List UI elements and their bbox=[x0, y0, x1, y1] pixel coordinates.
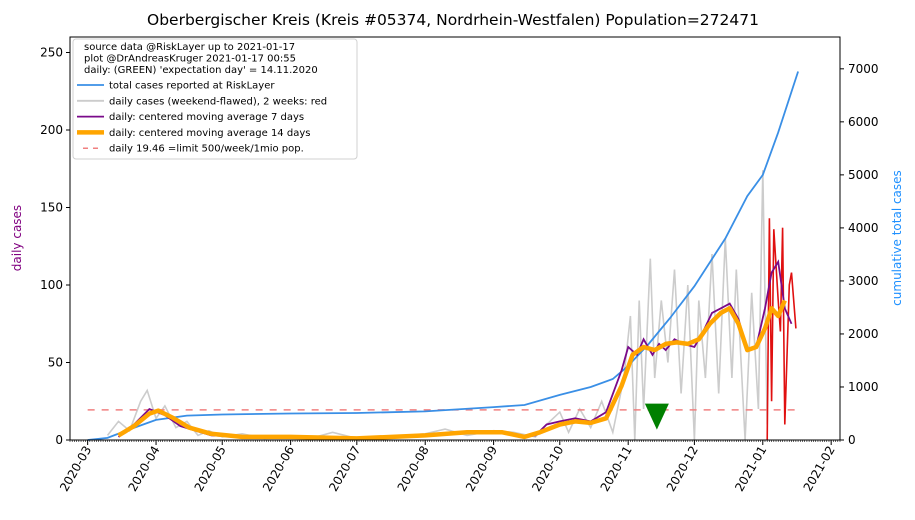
legend-label: daily: centered moving average 7 days bbox=[109, 112, 304, 123]
x-tick-label: 2021-02 bbox=[801, 444, 838, 494]
expectation-day-marker bbox=[644, 403, 669, 430]
y-tick-label-left: 0 bbox=[55, 433, 63, 447]
x-tick-label: 2020-11 bbox=[598, 444, 635, 494]
x-tick-label: 2020-08 bbox=[395, 444, 432, 494]
plot-frame bbox=[69, 36, 841, 441]
y-tick-label-right: 7000 bbox=[848, 62, 879, 76]
x-tick-label: 2020-05 bbox=[192, 444, 229, 494]
legend: source data @RiskLayer up to 2021-01-17p… bbox=[72, 38, 358, 160]
y-tick-label-left: 150 bbox=[40, 201, 63, 215]
series-daily-recent bbox=[766, 218, 797, 441]
y-tick-label-left: 200 bbox=[40, 123, 63, 137]
series-total-cases bbox=[87, 71, 799, 441]
x-tick-label: 2020-12 bbox=[664, 444, 701, 494]
legend-label: daily: centered moving average 14 days bbox=[109, 128, 310, 139]
legend-header-line: plot @DrAndreasKruger 2021-01-17 00:55 bbox=[84, 54, 296, 65]
x-tick-label: 2020-03 bbox=[57, 444, 94, 494]
legend-label: daily cases (weekend-flawed), 2 weeks: r… bbox=[109, 96, 327, 107]
x-tick-label: 2021-01 bbox=[732, 444, 769, 494]
legend-header-line: source data @RiskLayer up to 2021-01-17 bbox=[84, 42, 295, 53]
y-tick-label-right: 0 bbox=[848, 433, 856, 447]
x-tick-label: 2020-07 bbox=[326, 444, 363, 494]
y-tick-label-left: 250 bbox=[40, 46, 63, 60]
legend-box bbox=[72, 38, 358, 160]
legend-header-line: daily: (GREEN) 'expectation day' = 14.11… bbox=[84, 65, 318, 76]
legend-label: daily 19.46 =limit 500/week/1mio pop. bbox=[109, 144, 304, 155]
x-tick-label: 2020-09 bbox=[463, 444, 500, 494]
series-ma14 bbox=[117, 299, 787, 441]
y-tick-label-left: 100 bbox=[40, 278, 63, 292]
x-tick-label: 2020-04 bbox=[125, 444, 162, 494]
y-tick-label-right: 1000 bbox=[848, 380, 879, 394]
y-tick-label-right: 2000 bbox=[848, 327, 879, 341]
y-tick-label-right: 4000 bbox=[848, 221, 879, 235]
y-tick-label-right: 5000 bbox=[848, 168, 879, 182]
x-tick-label: 2020-06 bbox=[260, 444, 297, 494]
x-tick-label: 2020-10 bbox=[529, 444, 566, 494]
chart-title: Oberbergischer Kreis (Kreis #05374, Nord… bbox=[147, 11, 759, 29]
series-daily-cases bbox=[106, 170, 768, 441]
y-axis-label-right: cumulative total cases bbox=[890, 170, 904, 306]
y-tick-label-left: 50 bbox=[48, 356, 63, 370]
y-axis-label-left: daily cases bbox=[10, 205, 24, 271]
plot-lines bbox=[87, 71, 799, 441]
y-tick-label-right: 6000 bbox=[848, 115, 879, 129]
y-tick-label-right: 3000 bbox=[848, 274, 879, 288]
legend-label: total cases reported at RiskLayer bbox=[109, 81, 275, 92]
